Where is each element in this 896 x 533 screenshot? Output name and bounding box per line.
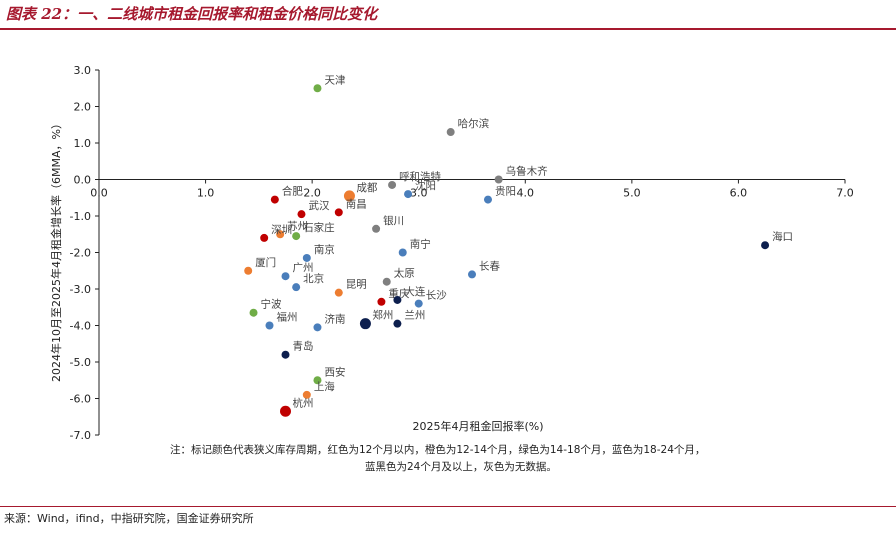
x-tick-label: 1.0 — [197, 187, 215, 200]
y-tick-label: -2.0 — [70, 247, 91, 260]
point-label: 南宁 — [410, 238, 431, 251]
y-tick-label: 3.0 — [74, 64, 92, 77]
y-tick-label: -1.0 — [70, 210, 91, 223]
point-济南 — [313, 323, 322, 332]
point-大连 — [393, 295, 402, 304]
point-西安 — [313, 376, 322, 385]
x-tick-label: 0.0 — [90, 187, 108, 200]
point-兰州 — [393, 319, 402, 328]
x-axis-label: 2025年4月租金回报率(%) — [412, 419, 543, 433]
point-label: 宁波 — [261, 298, 282, 311]
y-tick-label: -4.0 — [70, 320, 91, 333]
point-武汉 — [297, 210, 306, 219]
y-tick-label: -3.0 — [70, 283, 91, 296]
y-tick-label: 0.0 — [74, 174, 92, 187]
point-成都 — [343, 190, 355, 202]
x-tick-label: 4.0 — [517, 187, 535, 200]
point-沈阳 — [404, 190, 413, 199]
point-天津 — [313, 84, 322, 93]
point-福州 — [265, 321, 274, 330]
point-石家庄 — [292, 232, 301, 241]
point-label: 石家庄 — [303, 221, 335, 234]
point-南京 — [302, 253, 311, 262]
point-label: 广州 — [293, 262, 314, 274]
point-label: 成都 — [356, 182, 377, 194]
x-tick-label: 2.0 — [303, 187, 321, 200]
point-label: 上海 — [314, 380, 335, 393]
point-label: 福州 — [277, 311, 298, 324]
scatter-chart: 3.0 2.0 1.0 0.0 -1.0 -2.0 -3.0 -4.0 -5.0 -6.0 -7.0… — [49, 64, 854, 473]
y-tick-label: -5.0 — [70, 356, 91, 369]
point-label: 武汉 — [308, 199, 329, 212]
note-line-1: 注：标记颜色代表狭义库存周期，红色为12个月以内，橙色为12-14个月，绿色为1… — [170, 443, 705, 456]
point-南宁 — [398, 248, 407, 257]
note-line-2: 蓝黑色为24个月及以上，灰色为无数据。 — [365, 460, 557, 473]
x-tick-label: 5.0 — [623, 187, 641, 200]
point-label: 南昌 — [346, 197, 367, 210]
point-郑州 — [359, 318, 371, 330]
point-label: 西安 — [324, 365, 345, 378]
point-label: 太原 — [394, 267, 415, 280]
point-label: 昆明 — [346, 279, 367, 291]
point-宁波 — [249, 308, 258, 317]
point-label: 沈阳 — [415, 179, 436, 192]
y-axis-label: 2024年10月至2025年4月租金增长率（6MMA，%） — [49, 118, 63, 382]
x-tick-label: 3.0 — [410, 187, 428, 200]
y-tick-label: -7.0 — [70, 429, 91, 442]
point-label: 大连 — [404, 285, 425, 298]
y-tick-label: 1.0 — [74, 137, 92, 150]
point-青岛 — [281, 350, 290, 359]
source-note: 来源：Wind，ifind，中指研究院，国金证券研究所 — [4, 512, 254, 525]
point-呼和浩特 — [388, 180, 397, 189]
x-tick-label: 7.0 — [836, 187, 854, 200]
point-南昌 — [334, 208, 343, 217]
point-label: 深圳 — [271, 224, 292, 236]
point-label: 银川 — [383, 214, 404, 227]
point-label: 南京 — [314, 243, 335, 256]
point-label: 济南 — [324, 312, 345, 325]
point-北京 — [292, 283, 301, 292]
point-苏州 — [276, 230, 285, 239]
point-label: 长沙 — [426, 290, 447, 302]
point-哈尔滨 — [446, 128, 455, 137]
source-rule — [0, 506, 896, 507]
figure-title: 图表 22：一、二线城市租金回报率和租金价格同比变化 — [6, 5, 378, 23]
point-贵阳 — [483, 195, 492, 204]
point-label: 长春 — [479, 260, 500, 272]
point-label: 天津 — [324, 74, 345, 86]
point-label: 苏州 — [287, 219, 308, 232]
point-label: 厦门 — [255, 256, 276, 269]
point-label: 兰州 — [404, 309, 425, 322]
y-tick-label: -6.0 — [70, 393, 91, 406]
point-label: 海口 — [772, 230, 793, 243]
point-label: 合肥 — [282, 185, 303, 198]
point-label: 重庆 — [388, 287, 409, 300]
point-label: 贵阳 — [495, 185, 516, 198]
point-杭州 — [280, 405, 291, 417]
point-label: 北京 — [303, 272, 324, 285]
point-label: 青岛 — [293, 340, 314, 353]
point-长春 — [468, 270, 476, 279]
plot-area: 3.0 2.0 1.0 0.0 -1.0 -2.0 -3.0 -4.0 -5.0 -6.0 -7.0… — [70, 64, 854, 442]
point-厦门 — [244, 266, 253, 275]
point-长沙 — [414, 299, 423, 308]
point-label: 杭州 — [293, 396, 314, 409]
point-label: 乌鲁木齐 — [506, 165, 548, 178]
point-label: 呼和浩特 — [399, 171, 441, 183]
point-label: 郑州 — [372, 309, 393, 322]
point-银川 — [372, 224, 381, 233]
point-重庆 — [377, 297, 386, 306]
point-海口 — [761, 241, 770, 250]
point-label: 哈尔滨 — [458, 117, 490, 130]
point-合肥 — [270, 195, 279, 204]
title-rule — [0, 28, 896, 30]
point-太原 — [382, 277, 391, 286]
x-tick-label: 6.0 — [730, 187, 748, 200]
y-tick-label: 2.0 — [74, 101, 92, 114]
point-昆明 — [334, 288, 343, 297]
point-深圳 — [260, 233, 269, 242]
point-上海 — [302, 390, 311, 399]
point-乌鲁木齐 — [494, 175, 503, 184]
point-广州 — [281, 272, 290, 281]
